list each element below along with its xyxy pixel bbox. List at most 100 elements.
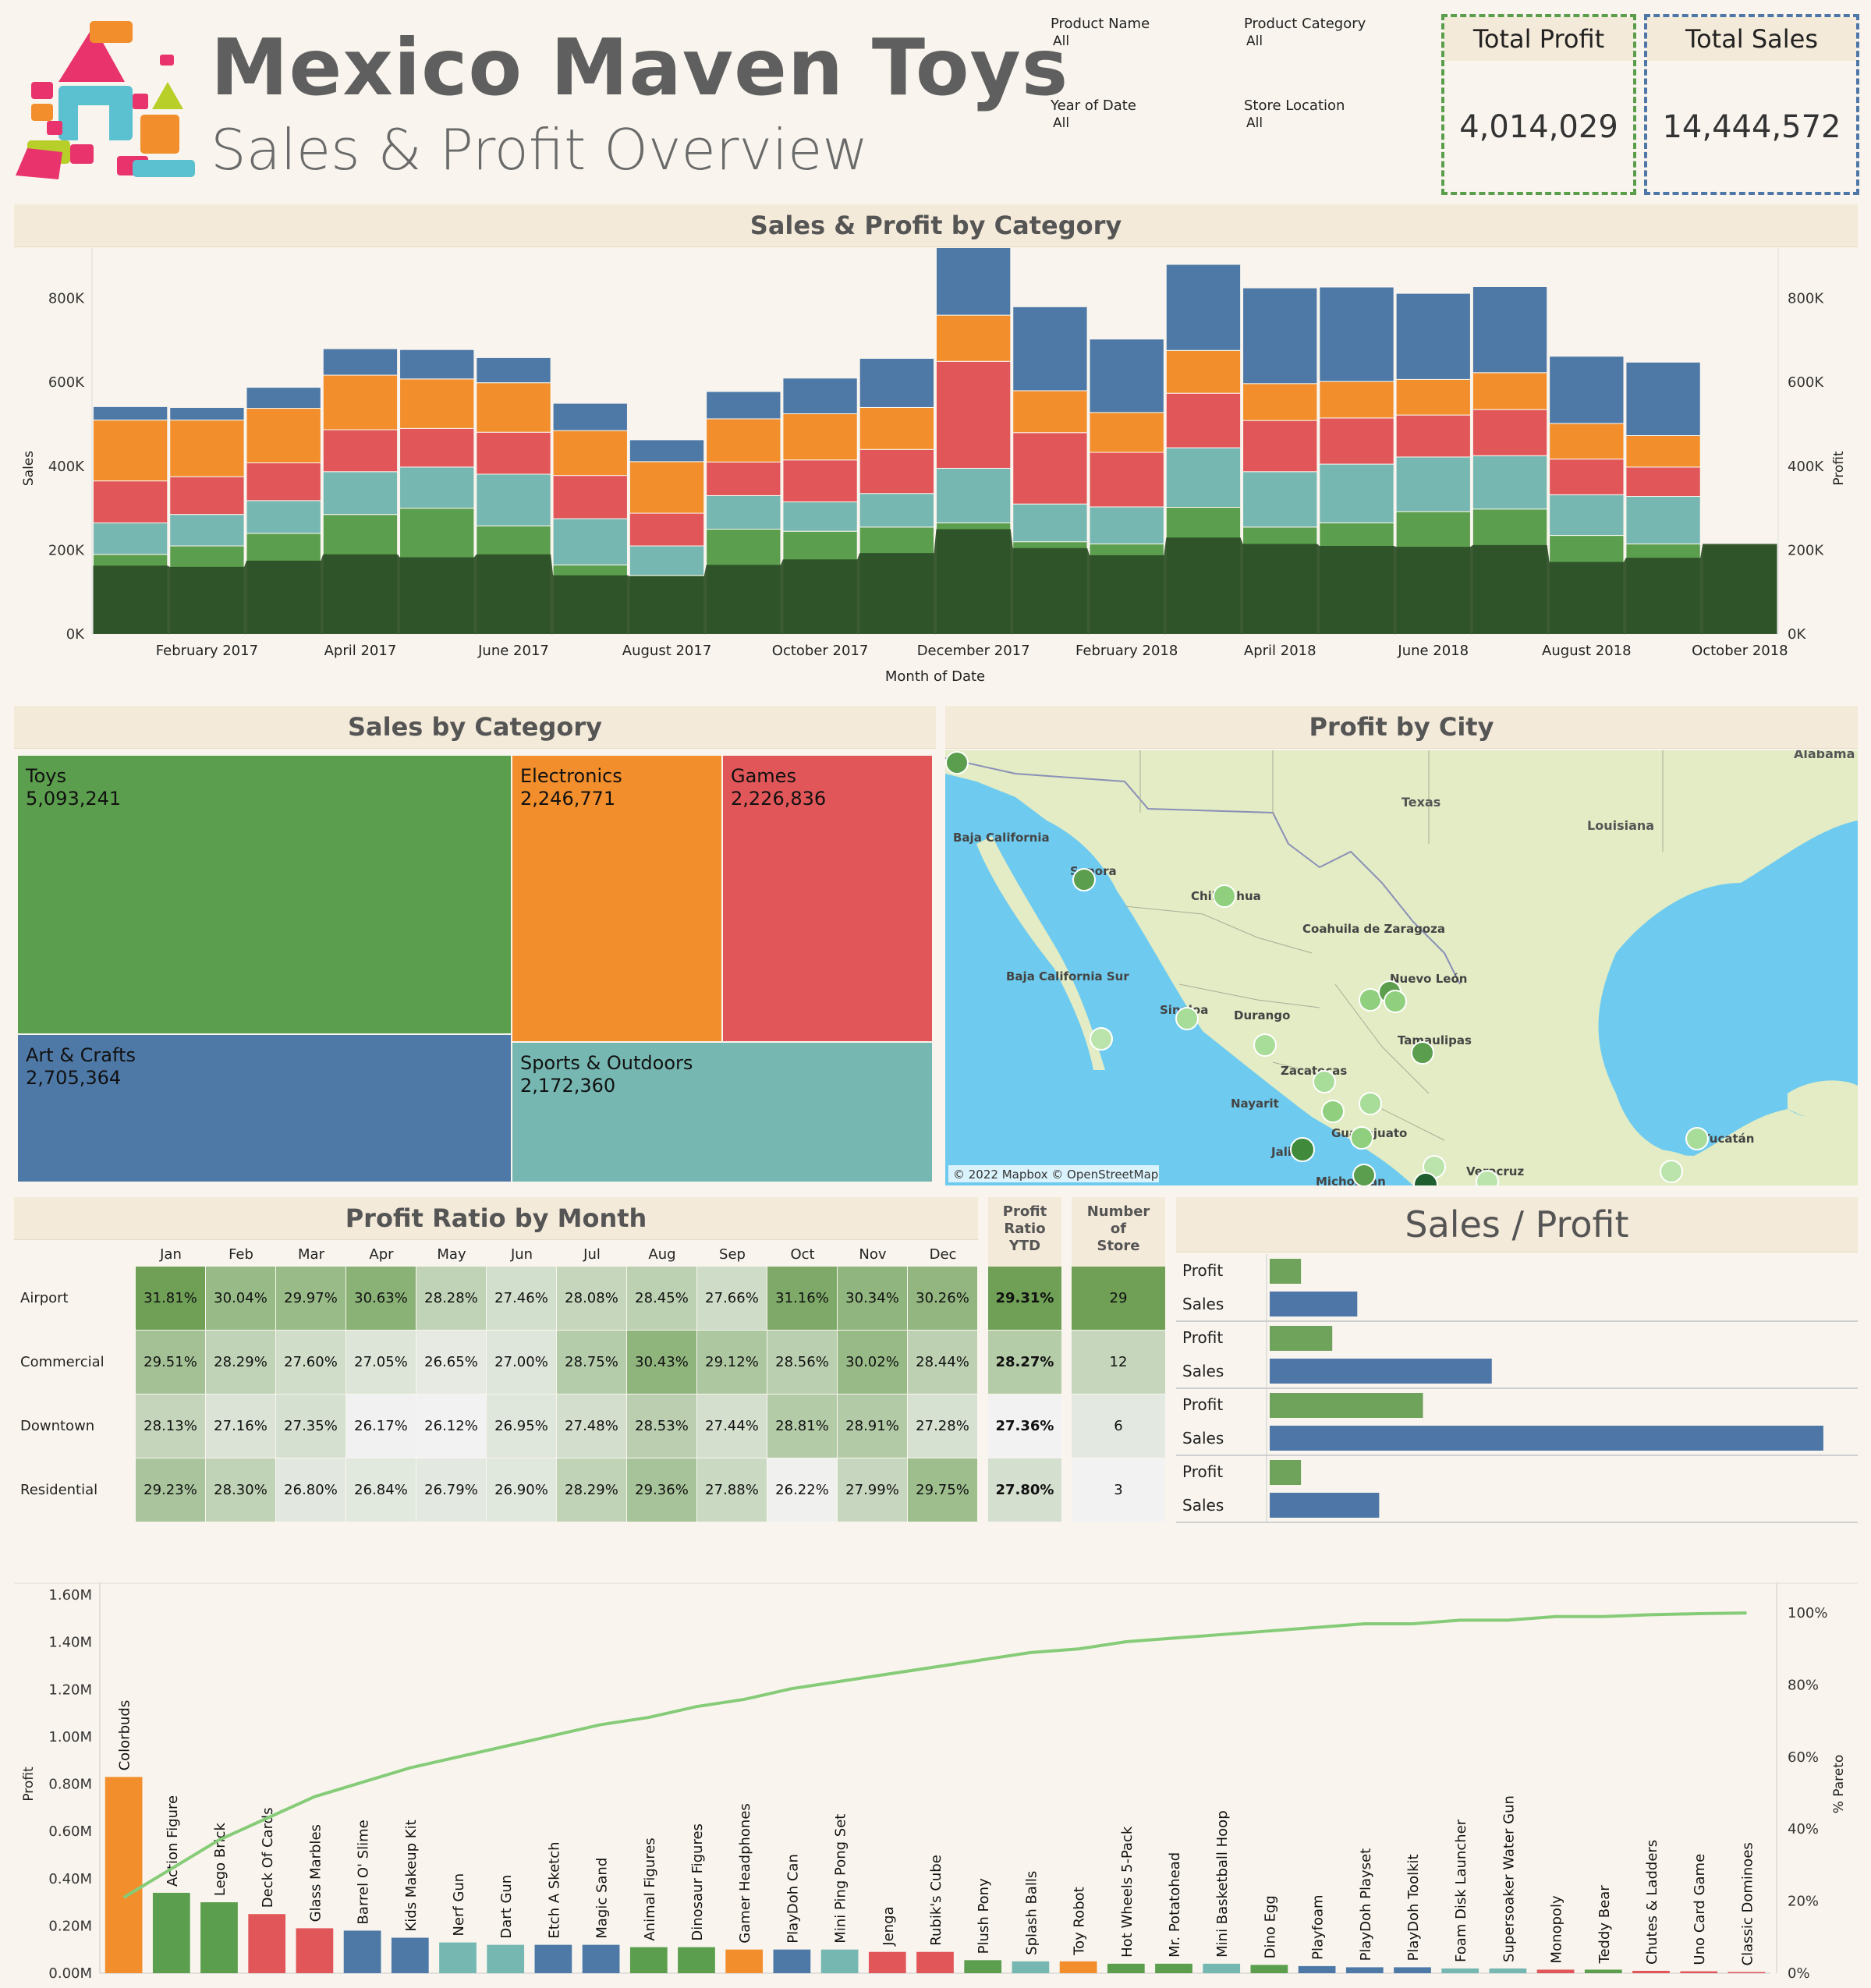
sales-bar[interactable] [1270, 1359, 1492, 1384]
heatmap-cell[interactable]: 26.79% [416, 1458, 487, 1522]
heatmap-cell[interactable]: 27.44% [697, 1394, 767, 1458]
stack-bar-sports-outdoors[interactable] [1319, 463, 1394, 523]
stack-bar-sports-outdoors[interactable] [935, 467, 1012, 523]
stack-bar-games[interactable] [399, 427, 475, 468]
stack-bar-electronics[interactable] [246, 408, 321, 463]
sales-bar[interactable] [1270, 1493, 1380, 1518]
pareto-bar[interactable] [678, 1947, 715, 1973]
stack-bar-art-crafts[interactable] [1165, 264, 1242, 351]
stack-bar-games[interactable] [476, 431, 551, 475]
heatmap-cell[interactable]: 27.88% [697, 1458, 767, 1522]
city-marker[interactable] [1072, 868, 1096, 891]
pareto-bar[interactable] [1107, 1963, 1145, 1973]
heatmap-cell[interactable]: 27.66% [697, 1267, 767, 1331]
stack-bar-games[interactable] [1319, 417, 1394, 465]
pareto-bar[interactable] [296, 1928, 334, 1973]
stack-bar-games[interactable] [92, 480, 168, 523]
heatmap-cell[interactable]: 28.56% [767, 1331, 838, 1394]
heatmap-cell[interactable]: 27.60% [276, 1331, 346, 1394]
heatmap-cell[interactable]: 30.34% [838, 1267, 908, 1331]
profit-by-city-map[interactable]: Alabama Texas Louisiana Baja California … [945, 750, 1858, 1185]
heatmap-cell[interactable]: 28.08% [557, 1267, 627, 1331]
stack-bar-electronics[interactable] [1089, 412, 1164, 453]
filter-store-location-value[interactable]: All [1246, 115, 1263, 131]
heatmap-cell[interactable]: 26.90% [487, 1458, 557, 1522]
heatmap-cell[interactable]: 28.44% [908, 1331, 978, 1394]
store-count-cell[interactable]: 6 [1072, 1394, 1165, 1458]
pareto-bar[interactable] [1680, 1971, 1718, 1973]
pareto-bar[interactable] [200, 1902, 238, 1973]
heatmap-cell[interactable]: 27.46% [487, 1267, 557, 1331]
heatmap-cell[interactable]: 29.75% [908, 1458, 978, 1522]
stack-bar-art-crafts[interactable] [476, 356, 551, 384]
pareto-bar[interactable] [1203, 1963, 1241, 1973]
store-count-cell[interactable]: 29 [1072, 1267, 1165, 1331]
stack-bar-electronics[interactable] [1472, 372, 1548, 410]
heatmap-cell[interactable]: 30.04% [206, 1267, 276, 1331]
stack-bar-electronics[interactable] [1165, 349, 1242, 394]
stack-bar-sports-outdoors[interactable] [1012, 503, 1088, 543]
heatmap-cell[interactable]: 30.02% [838, 1331, 908, 1394]
stack-bar-electronics[interactable] [1549, 423, 1625, 460]
heatmap-cell[interactable]: 27.48% [557, 1394, 627, 1458]
stack-bar-games[interactable] [169, 476, 245, 516]
heatmap-cell[interactable]: 29.36% [627, 1458, 697, 1522]
stack-bar-art-crafts[interactable] [1012, 306, 1088, 392]
heatmap-cell[interactable]: 28.75% [557, 1331, 627, 1394]
sales-bar[interactable] [1270, 1292, 1358, 1316]
stack-bar-art-crafts[interactable] [169, 406, 245, 421]
pareto-bar[interactable] [773, 1949, 811, 1973]
stack-bar-electronics[interactable] [169, 420, 245, 477]
pareto-bar[interactable] [1059, 1961, 1097, 1973]
stack-bar-sports-outdoors[interactable] [629, 545, 705, 576]
city-marker[interactable] [1660, 1160, 1683, 1183]
map-attribution[interactable]: © 2022 Mapbox © OpenStreetMap [953, 1168, 1158, 1182]
stack-bar-sports-outdoors[interactable] [322, 471, 399, 516]
stack-bar-games[interactable] [246, 462, 321, 501]
stack-bar-sports-outdoors[interactable] [1549, 494, 1625, 537]
pareto-bar[interactable] [1632, 1970, 1670, 1973]
filter-product-name-value[interactable]: All [1053, 34, 1070, 49]
stack-bar-electronics[interactable] [935, 314, 1012, 362]
store-count-cell[interactable]: 3 [1072, 1458, 1165, 1522]
city-marker[interactable] [1175, 1007, 1199, 1030]
stack-bar-sports-outdoors[interactable] [859, 493, 935, 528]
city-marker[interactable] [1290, 1137, 1315, 1162]
heatmap-cell[interactable]: 30.26% [908, 1267, 978, 1331]
pareto-bar[interactable] [1155, 1963, 1192, 1973]
stack-bar-games[interactable] [1549, 459, 1625, 495]
stack-bar-electronics[interactable] [629, 461, 705, 514]
stack-bar-electronics[interactable] [322, 374, 399, 431]
stack-bar-electronics[interactable] [1395, 378, 1471, 416]
heatmap-cell[interactable]: 28.29% [206, 1331, 276, 1394]
heatmap-cell[interactable]: 28.81% [767, 1394, 838, 1458]
heatmap-cell[interactable]: 26.65% [416, 1331, 487, 1394]
heatmap-cell[interactable]: 28.28% [416, 1267, 487, 1331]
stack-bar-art-crafts[interactable] [629, 439, 705, 462]
stack-bar-art-crafts[interactable] [1625, 361, 1701, 437]
stack-bar-games[interactable] [1395, 414, 1471, 458]
heatmap-cell[interactable]: 27.16% [206, 1394, 276, 1458]
heatmap-cell[interactable]: 28.91% [838, 1394, 908, 1458]
city-marker[interactable] [945, 751, 969, 774]
stack-bar-games[interactable] [1242, 420, 1318, 473]
pareto-bar[interactable] [820, 1949, 859, 1973]
stack-bar-electronics[interactable] [1012, 390, 1088, 434]
stack-bar-games[interactable] [1472, 409, 1548, 456]
city-marker[interactable] [1411, 1041, 1434, 1065]
pareto-bar[interactable] [1394, 1967, 1431, 1973]
heatmap-cell[interactable]: 28.29% [557, 1458, 627, 1522]
city-marker[interactable] [1213, 884, 1236, 908]
stack-bar-games[interactable] [322, 429, 399, 473]
stack-bar-games[interactable] [552, 475, 628, 519]
city-marker[interactable] [1321, 1100, 1345, 1123]
treemap-art-crafts[interactable]: Art & Crafts 2,705,364 [17, 1034, 512, 1182]
profit-bar[interactable] [1270, 1393, 1423, 1418]
treemap-sports-outdoors[interactable]: Sports & Outdoors 2,172,360 [512, 1042, 933, 1182]
city-marker[interactable] [1352, 1164, 1376, 1185]
ytd-cell[interactable]: 28.27% [988, 1331, 1061, 1394]
sales-bar[interactable] [1270, 1426, 1823, 1451]
stack-bar-art-crafts[interactable] [92, 406, 168, 421]
stack-bar-sports-outdoors[interactable] [552, 518, 628, 565]
pareto-bar[interactable] [1584, 1969, 1622, 1973]
